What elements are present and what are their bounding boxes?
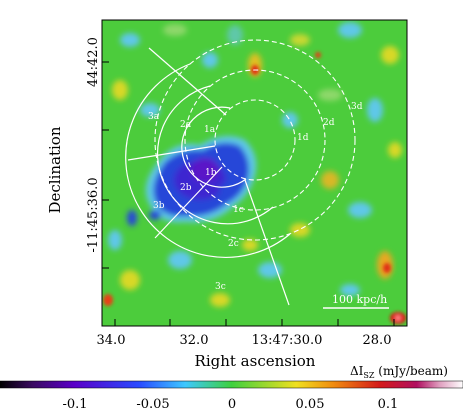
region-label-1d: 1d xyxy=(297,133,309,143)
x-axis-ticks: 34.0 32.0 13:47:30.0 28.0 xyxy=(97,333,392,348)
arc-2-solid xyxy=(157,85,274,225)
y-axis-title: Declination xyxy=(46,126,64,213)
region-label-2a: 2a xyxy=(180,120,192,130)
region-labels: 1a 1b 1c 1d 2a 2b 2c 2d 3a 3b 3c 3d xyxy=(148,102,363,292)
region-overlay xyxy=(125,39,356,306)
x-axis-title: Right ascension xyxy=(195,352,316,370)
x-tick-label: 28.0 xyxy=(363,333,392,348)
sector-line-c xyxy=(154,166,223,239)
region-label-1b: 1b xyxy=(205,168,217,178)
colorbar-tick-label: -0.1 xyxy=(62,397,87,412)
annulus-1-dashed xyxy=(214,99,296,181)
plot-frame xyxy=(101,19,408,327)
scale-bar-label: 100 kpc/h xyxy=(332,293,387,306)
region-label-3b: 3b xyxy=(153,201,165,211)
y-axis-ticks: 44:42.0 -11:45:36.0 xyxy=(86,37,101,253)
region-label-2b: 2b xyxy=(180,183,192,193)
region-label-3a: 3a xyxy=(148,112,160,122)
region-label-2c: 2c xyxy=(228,239,239,249)
scale-bar: 100 kpc/h xyxy=(323,293,389,309)
colorbar-tick-label: 0.1 xyxy=(378,397,399,412)
y-tick-label: -11:45:36.0 xyxy=(86,177,101,252)
y-tick-label: 44:42.0 xyxy=(86,37,101,87)
colorbar-gradient xyxy=(0,380,463,389)
sector-line-d xyxy=(244,179,290,306)
x-tick-label: 13:47:30.0 xyxy=(252,333,323,348)
sz-map-image xyxy=(102,20,407,326)
colorbar-title: ΔISZ (mJy/beam) xyxy=(350,364,448,380)
x-tick-label: 34.0 xyxy=(97,333,126,348)
colorbar-tick-label: -0.05 xyxy=(136,397,169,412)
region-label-3c: 3c xyxy=(215,282,226,292)
colorbar: ΔISZ (mJy/beam) -0.1 -0.05 0 0.05 0.1 xyxy=(0,364,463,412)
region-label-1c: 1c xyxy=(233,205,244,215)
colorbar-tick-label: 0.05 xyxy=(296,397,325,412)
sector-line-b xyxy=(127,145,216,161)
annulus-3-dashed xyxy=(154,39,356,241)
region-label-2d: 2d xyxy=(323,118,335,128)
sector-line-a xyxy=(148,47,227,116)
colorbar-tick-label: 0 xyxy=(228,397,236,412)
region-label-1a: 1a xyxy=(204,125,216,135)
annulus-2-dashed xyxy=(184,69,326,211)
region-label-3d: 3d xyxy=(351,102,363,112)
arc-1-solid xyxy=(181,106,247,188)
x-tick-label: 32.0 xyxy=(180,333,209,348)
arc-3-solid xyxy=(125,63,291,258)
